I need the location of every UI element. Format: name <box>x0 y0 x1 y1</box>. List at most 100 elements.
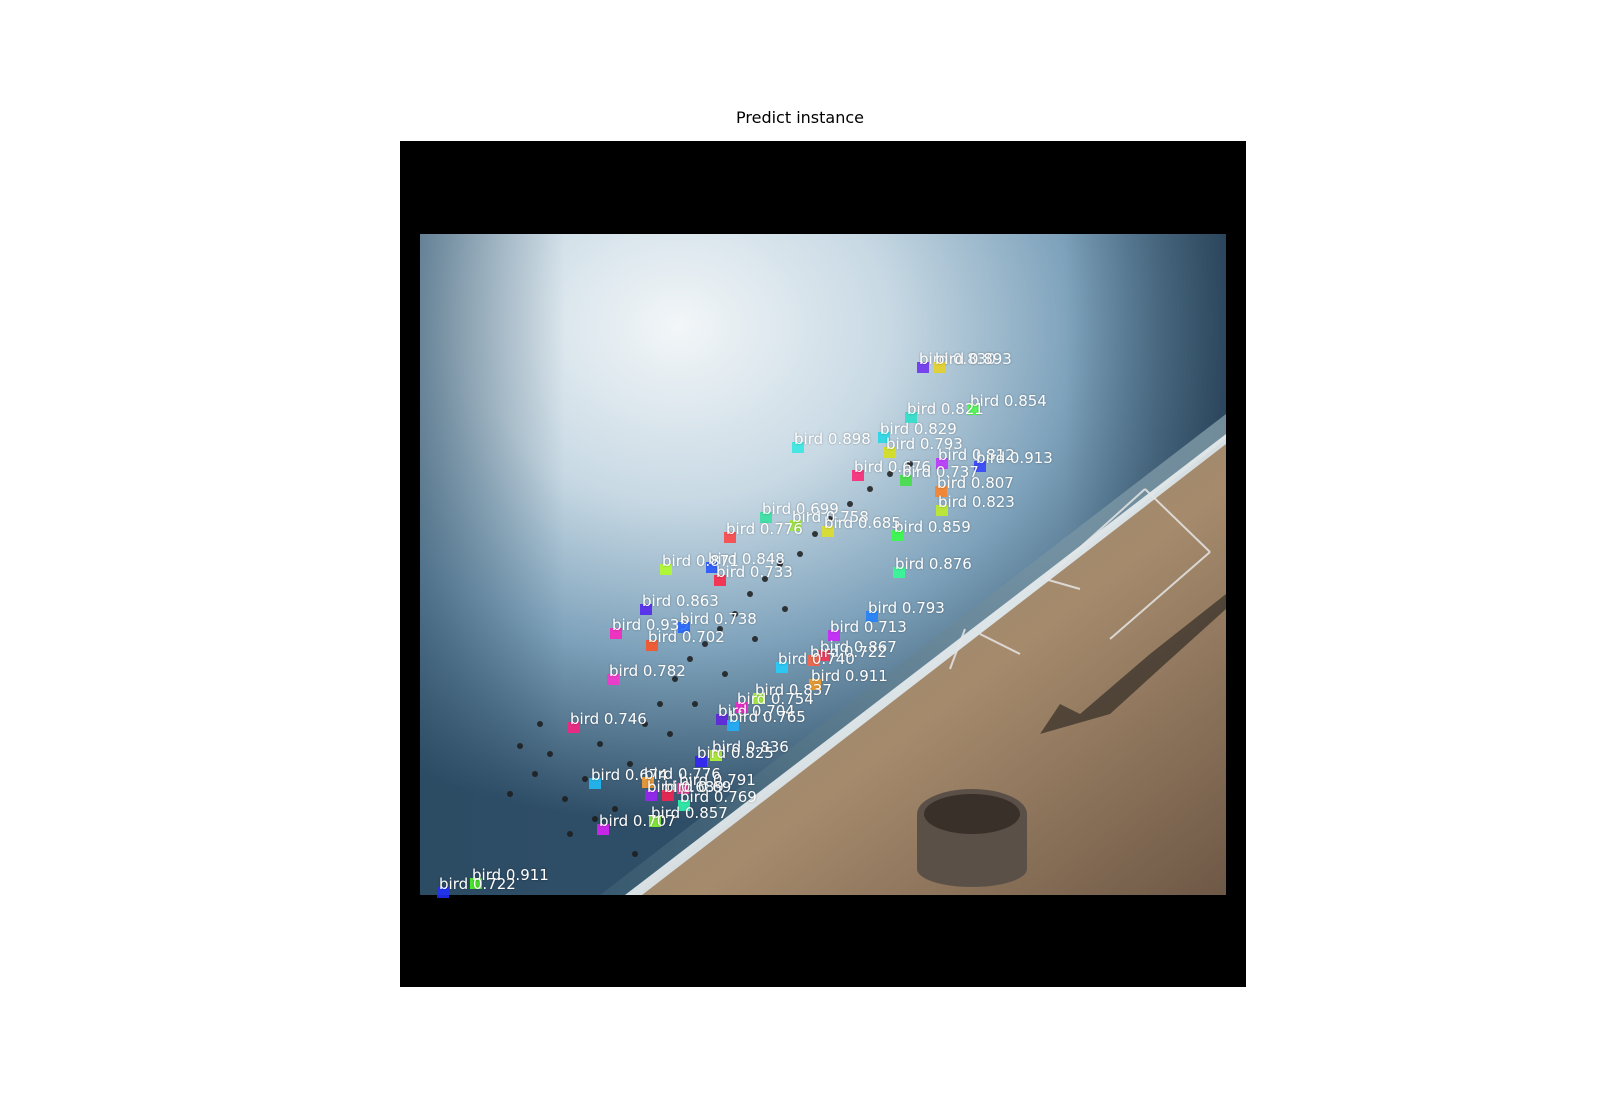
detection-mask <box>727 720 739 731</box>
detection-label: bird 0.676 <box>854 458 931 476</box>
detection-label: bird 0.699 <box>762 500 839 518</box>
detection-label: bird 0.738 <box>680 610 757 628</box>
detection-mask <box>808 655 820 666</box>
detection-label: bird 0.893 <box>935 350 1012 368</box>
detection-mask <box>649 816 661 827</box>
detection-mask <box>710 750 722 761</box>
detection-label: bird 0.722 <box>439 875 516 893</box>
detection-mask <box>790 520 802 531</box>
detection-label: bird 0.746 <box>570 710 647 728</box>
detection-label: bird 0.707 <box>599 812 676 830</box>
detection-label: bird 0.825 <box>697 744 774 762</box>
detection-mask <box>678 800 690 811</box>
detection-label: bird 0.867 <box>820 638 897 656</box>
detection-mask <box>893 567 905 578</box>
detection-mask <box>714 575 726 586</box>
detection-mask <box>809 679 821 690</box>
detection-label: bird 0.69 <box>664 778 732 796</box>
detection-label: bird 0.776 <box>726 520 803 538</box>
detection-mask <box>610 628 622 639</box>
detection-label: bird 0.911 <box>472 866 549 884</box>
detection-label: bird 0.836 <box>712 738 789 756</box>
beach-scene <box>420 234 1226 895</box>
detection-label: bird 0.829 <box>880 420 957 438</box>
detection-label: bird 0.765 <box>729 708 806 726</box>
detection-mask <box>792 442 804 453</box>
detection-label: bird 0.776 <box>644 765 721 783</box>
detection-label: bird 0.769 <box>680 788 757 806</box>
detection-label: bird 0.702 <box>648 628 725 646</box>
detection-mask <box>852 470 864 481</box>
detection-mask <box>642 777 654 788</box>
detection-label: bird 0.737 <box>902 463 979 481</box>
detection-label: bird 0.863 <box>642 592 719 610</box>
detection-mask <box>724 532 736 543</box>
detection-mask <box>640 604 652 615</box>
detection-label: bird 0.848 <box>708 550 785 568</box>
detection-label: bird 0.791 <box>679 771 756 789</box>
detection-label: bird 0.854 <box>970 392 1047 410</box>
detection-label: bird 0.898 <box>794 430 871 448</box>
detection-mask <box>678 622 690 633</box>
detection-mask <box>753 693 765 704</box>
detection-mask <box>968 404 980 415</box>
detection-mask <box>589 778 601 789</box>
detection-mask <box>735 702 747 713</box>
detection-label: bird 0.704 <box>718 702 795 720</box>
detection-label: bird 0.857 <box>651 804 728 822</box>
detection-mask <box>866 611 878 622</box>
detection-label: bird 0.821 <box>907 400 984 418</box>
detection-mask <box>607 674 619 685</box>
detection-label: bird 0.713 <box>830 618 907 636</box>
detection-mask <box>905 412 917 423</box>
detection-label: bird 0.859 <box>894 518 971 536</box>
detection-mask <box>695 756 707 767</box>
detection-label: bird 0.685 <box>824 514 901 532</box>
detection-label: bird 0.876 <box>895 555 972 573</box>
detection-mask <box>917 362 929 373</box>
detection-label: bird 0.807 <box>937 474 1014 492</box>
detection-mask <box>935 486 947 497</box>
detection-mask <box>828 630 840 641</box>
detection-mask <box>437 887 449 898</box>
detection-label: bird 0.758 <box>792 508 869 526</box>
detection-mask <box>597 824 609 835</box>
detection-label: bird 0.911 <box>811 667 888 685</box>
detection-mask <box>892 530 904 541</box>
detection-label: bird 0.812 <box>938 446 1015 464</box>
detection-label: bird 0.722 <box>810 643 887 661</box>
detection-mask <box>818 650 830 661</box>
detection-label: bird 0.823 <box>938 493 1015 511</box>
figure-title: Predict instance <box>736 108 864 127</box>
detection-mask <box>936 458 948 469</box>
detection-mask <box>660 564 672 575</box>
detection-mask <box>716 714 728 725</box>
detection-label: bird 0.871 <box>662 552 739 570</box>
detection-mask <box>646 640 658 651</box>
detection-label: bird 0.793 <box>868 599 945 617</box>
detection-mask <box>677 783 689 794</box>
detection-mask <box>662 790 674 801</box>
detection-label: bird 0.913 <box>976 449 1053 467</box>
detection-mask <box>776 662 788 673</box>
beach-photo <box>420 234 1226 895</box>
detection-label: bird 0.793 <box>886 435 963 453</box>
detection-label: bird 0.740 <box>778 650 855 668</box>
detection-mask <box>822 526 834 537</box>
detection-mask <box>706 562 718 573</box>
detection-label: bird 0.782 <box>609 662 686 680</box>
detection-mask <box>933 362 945 373</box>
detection-label: bird 0.837 <box>755 681 832 699</box>
detection-label: bird 0.733 <box>716 563 793 581</box>
detection-mask <box>568 722 580 733</box>
detection-mask <box>470 878 482 889</box>
detection-mask <box>884 447 896 458</box>
detection-mask <box>936 505 948 516</box>
detection-mask <box>900 475 912 486</box>
detection-mask <box>974 461 986 472</box>
detection-mask <box>760 512 772 523</box>
detection-label: bird 0.939 <box>612 616 689 634</box>
detection-mask <box>645 790 657 801</box>
detection-label: bird 0.754 <box>737 690 814 708</box>
